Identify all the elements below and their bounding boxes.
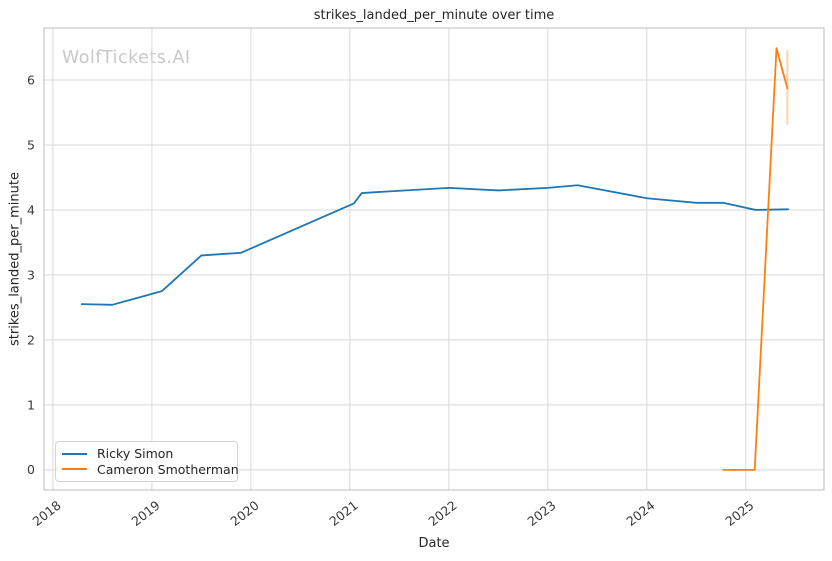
legend-label: Cameron Smotherman bbox=[97, 461, 239, 477]
x-tick-label: 2019 bbox=[128, 498, 162, 529]
y-tick-label: 5 bbox=[27, 137, 35, 152]
y-tick-label: 2 bbox=[27, 332, 35, 347]
legend-line-swatch-blue bbox=[62, 452, 87, 455]
legend-item-cameron-smotherman: Cameron Smotherman bbox=[62, 462, 239, 477]
y-tick-label: 3 bbox=[27, 267, 35, 282]
x-tick-label: 2022 bbox=[425, 498, 459, 529]
series-line-ricky-simon bbox=[80, 184, 790, 306]
y-tick-label: 4 bbox=[27, 202, 35, 217]
x-tick-label: 2023 bbox=[524, 498, 558, 529]
series-line-cameron-smotherman bbox=[722, 47, 789, 471]
x-axis-label: Date bbox=[418, 536, 450, 551]
plot-border bbox=[43, 27, 825, 491]
x-tick-label: 2018 bbox=[29, 498, 63, 529]
x-tick-label: 2024 bbox=[623, 498, 657, 529]
legend-line-swatch-orange bbox=[62, 468, 87, 471]
chart-title: strikes_landed_per_minute over time bbox=[313, 8, 555, 23]
legend: Ricky Simon Cameron Smotherman bbox=[55, 441, 239, 482]
watermark: WolfTickets.AI bbox=[62, 48, 191, 68]
legend-label: Ricky Simon bbox=[97, 446, 174, 462]
x-tick-label: 2025 bbox=[722, 498, 756, 529]
legend-item-ricky-simon: Ricky Simon bbox=[62, 446, 229, 461]
x-tick-label: 2021 bbox=[326, 498, 360, 529]
y-tick-label: 1 bbox=[27, 397, 35, 412]
y-tick-label: 0 bbox=[27, 462, 35, 477]
y-tick-label: 6 bbox=[27, 72, 35, 87]
x-tick-label: 2020 bbox=[227, 498, 261, 529]
